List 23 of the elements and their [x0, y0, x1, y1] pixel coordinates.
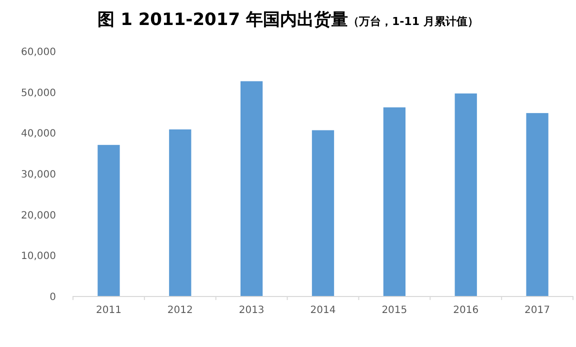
y-tick-label: 0 — [50, 292, 56, 303]
x-tick-label: 2012 — [167, 305, 193, 316]
bar — [526, 113, 548, 296]
y-tick-label: 20,000 — [21, 210, 56, 222]
bar — [454, 93, 477, 296]
x-tick-label: 2017 — [524, 305, 550, 316]
y-tick-label: 40,000 — [21, 128, 56, 140]
bar — [383, 107, 406, 296]
y-tick-label: 10,000 — [21, 251, 56, 262]
x-tick-label: 2013 — [238, 305, 264, 316]
bar — [98, 144, 120, 296]
chart-subtitle: （万台，1-11 月累计值） — [348, 15, 478, 28]
chart-title: 图 1 2011-2017 年国内出货量 — [98, 10, 348, 30]
y-tick-label: 30,000 — [21, 170, 56, 180]
bar — [240, 81, 263, 296]
x-tick-label: 2015 — [382, 305, 408, 316]
x-tick-label: 2014 — [310, 305, 336, 316]
x-tick-label: 2016 — [453, 305, 479, 316]
x-tick-label: 2011 — [96, 305, 122, 316]
bar — [169, 129, 192, 296]
y-tick-label: 60,000 — [21, 47, 56, 58]
y-tick-label: 50,000 — [21, 88, 56, 99]
bar — [312, 130, 334, 296]
